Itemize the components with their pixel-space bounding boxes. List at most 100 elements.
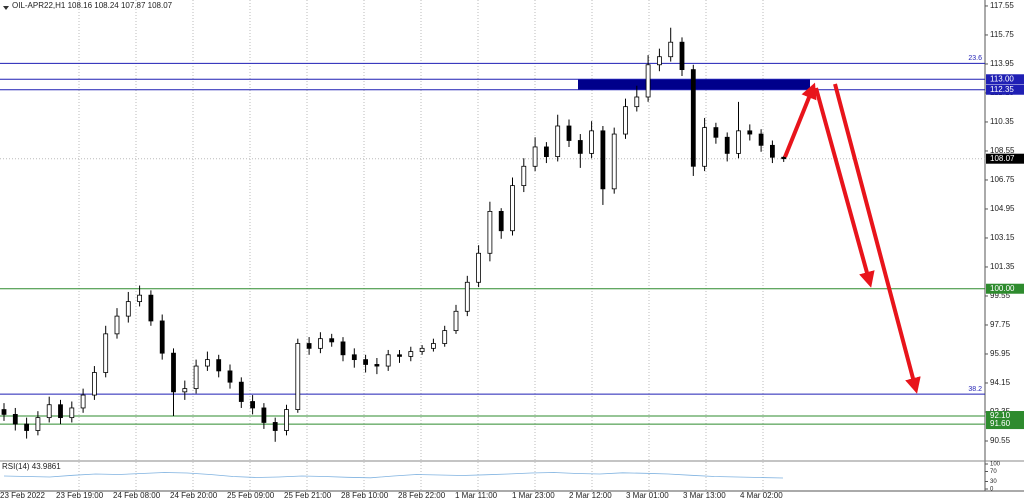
candle-body [464, 281, 470, 312]
last-price-label: 108.07 [990, 154, 1015, 163]
candle-body [329, 338, 335, 343]
arrow-down [814, 87, 875, 288]
y-tick-label: 113.95 [990, 59, 1014, 68]
y-tick-label: 90.55 [990, 436, 1011, 445]
x-tick-label: 24 Feb 08:00 [113, 491, 161, 500]
candle-body [770, 144, 775, 158]
y-tick-label: 108.55 [990, 146, 1015, 155]
candle-body [317, 338, 323, 349]
y-tick-label: 97.75 [990, 320, 1011, 329]
rsi-label: RSI(14) 43.9861 [2, 462, 61, 471]
x-tick-label: 28 Feb 10:00 [341, 491, 389, 500]
x-tick-label: 23 Feb 19:00 [56, 491, 104, 500]
candle-body [114, 315, 120, 335]
y-tick-label: 115.75 [990, 30, 1014, 39]
candle-body [148, 294, 154, 322]
candle-body [238, 381, 244, 402]
level-label-box [986, 411, 1024, 422]
candle-body [35, 417, 41, 431]
candle-body [758, 133, 764, 146]
level-label: 112.35 [990, 85, 1014, 94]
level-label: 23.6 [968, 55, 982, 62]
candle-body [250, 401, 256, 409]
candle-body [476, 252, 482, 283]
x-tick-label: 28 Feb 22:00 [398, 491, 446, 500]
last-price-box [986, 153, 1024, 164]
x-tick-label: 1 Mar 23:00 [512, 491, 555, 500]
x-tick-label: 3 Mar 13:00 [683, 491, 726, 500]
candle-body [577, 140, 583, 154]
y-tick-label: 99.55 [990, 291, 1011, 300]
candle-body [306, 343, 312, 349]
candle-body [137, 294, 143, 303]
y-tick-label: 94.15 [990, 378, 1011, 387]
x-tick-label: 25 Feb 21:00 [284, 491, 332, 500]
candle-body [657, 56, 662, 66]
candle-body [261, 407, 267, 423]
candle-body [24, 423, 30, 431]
arrow-down [833, 83, 921, 394]
level-label: 100.00 [990, 284, 1015, 293]
candle-body [634, 96, 640, 108]
x-tick-label: 3 Mar 01:00 [626, 491, 669, 500]
candle-body [453, 310, 459, 332]
candle-body [125, 301, 131, 317]
candle-body [12, 414, 18, 425]
level-label: 91.60 [990, 419, 1011, 428]
candle-body [80, 394, 86, 409]
rsi-tick-label: 70 [990, 469, 997, 475]
level-label: 38.2 [968, 386, 982, 393]
level-label-box [986, 74, 1024, 85]
candle-body [600, 130, 606, 190]
candle-body [532, 146, 538, 167]
rsi-tick-label: 30 [990, 479, 997, 485]
y-tick-label: 101.35 [990, 262, 1015, 271]
x-tick-label: 4 Mar 02:00 [740, 491, 783, 500]
candle-body [611, 133, 617, 190]
menu-arrow [3, 6, 9, 10]
candle-body [419, 347, 425, 352]
candle-body [385, 354, 391, 367]
candle-body [690, 69, 696, 167]
candle-body [408, 351, 414, 357]
candle-body [182, 388, 188, 393]
y-tick-label: 104.95 [990, 204, 1015, 213]
candle-body [193, 365, 199, 390]
x-tick-label: 25 Feb 09:00 [227, 491, 275, 500]
x-tick-label: 23 Feb 2022 [0, 491, 45, 500]
candle-body [442, 330, 448, 344]
rsi-tick-label: 100 [990, 462, 1001, 468]
candle-body [227, 370, 233, 383]
candle-body [679, 41, 685, 71]
candle-body [736, 130, 741, 154]
y-tick-label: 103.15 [990, 233, 1015, 242]
candle-body [363, 359, 369, 365]
rsi-tick-label: 0 [990, 487, 994, 493]
candle-body [589, 130, 594, 154]
y-tick-label: 106.75 [990, 175, 1015, 184]
candle-body [216, 359, 222, 372]
candle-body [510, 185, 515, 232]
candle-body [159, 320, 165, 354]
candle-body [397, 354, 402, 357]
y-tick-label: 110.35 [990, 117, 1014, 126]
candle-body [521, 165, 527, 187]
candle-body [171, 352, 176, 393]
level-label: 92.10 [990, 411, 1011, 420]
candle-body [295, 343, 301, 410]
candle-body [623, 106, 628, 135]
candle-body [645, 64, 651, 98]
candle-body [103, 333, 109, 373]
candle-body [487, 210, 493, 254]
candle-body [544, 146, 549, 158]
level-label: 113.00 [990, 74, 1014, 83]
candle-body [69, 407, 75, 419]
rsi-line [3, 472, 784, 479]
candle-body [351, 354, 357, 361]
level-label-box [986, 84, 1024, 95]
candle-body [566, 125, 572, 141]
candle-body [272, 422, 278, 431]
candle-body [92, 372, 97, 396]
